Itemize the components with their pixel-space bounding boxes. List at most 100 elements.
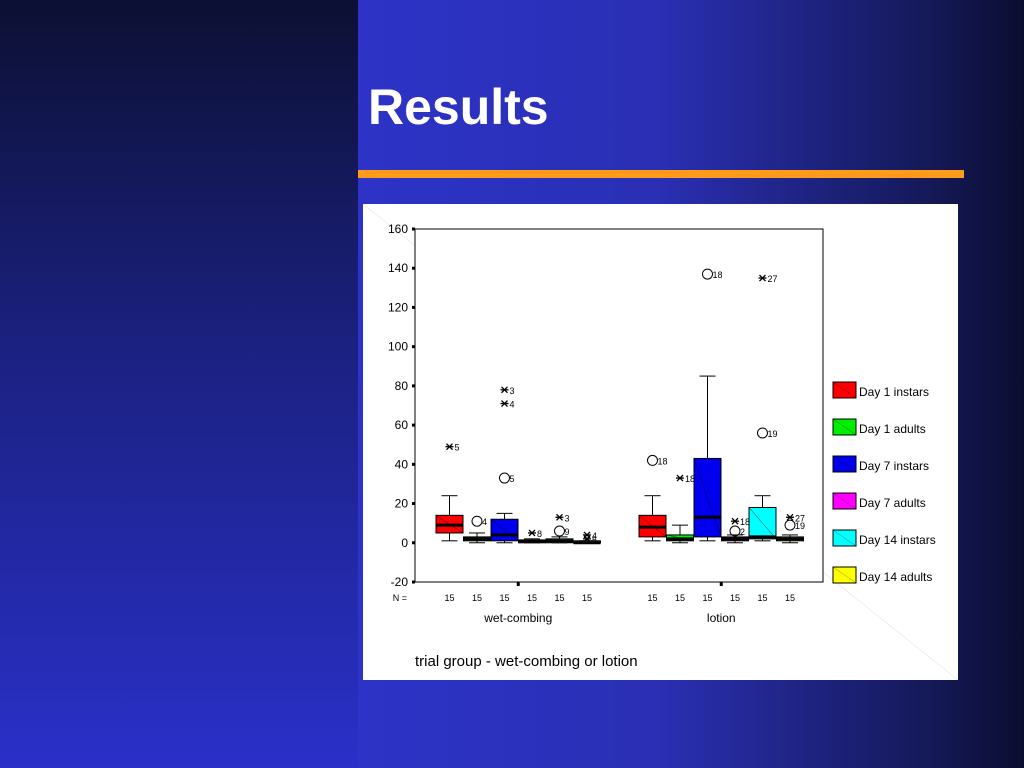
y-tick-mark [412,384,415,388]
legend-label: Day 14 instars [859,533,936,547]
outlier-circle [471,515,483,527]
y-tick-label: 100 [388,340,408,354]
outlier-star [758,274,767,282]
star-stroke [583,535,591,543]
outlier-circle [554,525,565,537]
left-background-panel [0,0,358,768]
box-hatch-line [490,519,519,542]
legend-swatch [832,381,857,399]
box-day-7-instars-wet-combing: 3 4 5 [490,386,519,544]
n-count: 15 [554,593,564,603]
y-tick-label: 60 [395,418,409,432]
outlier-circle [729,525,741,537]
n-count: 15 [472,593,482,603]
legend-label: Day 14 adults [859,570,932,584]
legend-swatch [832,529,857,547]
n-count: 15 [444,593,454,603]
outlier-case-label: 3 [510,386,515,396]
outlier-case-label: 5 [592,535,597,545]
outlier-case-label: 5 [510,474,515,484]
outlier-star [500,400,509,407]
legend-swatch [832,492,857,510]
box-day-14-adults-wet-combing: 45 [573,531,601,545]
y-tick-label: 20 [395,497,409,511]
outlier-star [731,517,739,525]
outlier-star [555,513,564,521]
legend-item-day-1-instars: Day 1 instars [832,381,929,399]
outlier-case-label: 27 [768,274,778,284]
box-day-7-instars-lotion: 18 [693,268,723,542]
legend-swatch-hatch [832,529,857,547]
legend-item-day-1-adults: Day 1 adults [832,418,926,436]
outlier-star [445,443,454,451]
outlier-case-label: 4 [592,531,597,541]
n-prefix-label: N = [393,593,407,603]
y-tick-mark [412,227,415,231]
outlier-case-label: 19 [795,521,805,531]
legend-swatch-hatch [832,455,857,473]
y-axis: -20 0 20 40 60 80 100 120 140 160 [388,222,824,589]
slide-title: Results [368,79,549,135]
y-tick-mark [412,462,415,466]
n-counts-row: N = 15 15 15 15 15 15 15 15 15 15 15 15 [393,593,795,603]
x-axis-title: trial group - wet-combing or lotion [415,653,638,670]
n-count: 15 [757,593,767,603]
star-stroke [786,513,794,521]
box-day-7-adults-wet-combing: 8 [518,529,546,544]
legend-item-day-7-adults: Day 7 adults [832,492,926,510]
legend-swatch [832,455,857,473]
box-day-14-instars-wet-combing: 39 [545,513,574,544]
y-tick-label: -20 [391,575,409,589]
y-tick-mark [412,580,415,584]
outlier-case-label: 2 [740,527,745,537]
outlier-case-label: 18 [740,517,750,527]
outlier-circle [784,519,796,531]
outlier-case-label: 18 [658,456,668,466]
star-stroke [501,386,508,394]
y-tick-label: 140 [388,261,408,275]
box-day-14-instars-lotion: 27 19 [748,274,778,542]
y-tick-mark [412,345,415,349]
category-labels: wet-combing lotion [483,611,735,625]
n-count: 15 [730,593,740,603]
category-label-wet-combing: wet-combing [483,611,552,625]
outlier-circle [499,472,510,484]
outlier-star [786,513,794,521]
star-stroke [528,529,536,537]
n-count: 15 [582,593,592,603]
y-tick-label: 40 [395,457,409,471]
star-stroke [556,513,563,521]
n-count: 15 [675,593,685,603]
outlier-case-label: 4 [510,400,515,410]
y-tick-label: 120 [388,300,408,314]
legend-swatch [832,566,857,584]
box-day-1-instars-wet-combing: 5 [435,443,464,542]
legend: Day 1 instars Day 1 adults Day 7 instars Da… [832,381,936,584]
star-stroke [731,517,739,525]
y-tick-mark [412,423,415,427]
legend-label: Day 1 adults [859,422,926,436]
legend-label: Day 7 adults [859,496,926,510]
outlier-case-label: 3 [565,513,570,523]
outlier-circle [702,268,713,280]
star-stroke [676,474,684,482]
y-tick-mark [412,305,415,309]
y-tick-label: 0 [401,536,408,550]
outlier-case-label: 27 [795,513,805,523]
star-stroke [759,274,766,282]
y-tick-label: 80 [395,379,409,393]
n-count: 15 [499,593,509,603]
legend-item-day-14-adults: Day 14 adults [832,566,932,584]
chart-card: -20 0 20 40 60 80 100 120 140 160 5 4 3 4 5 8 3 9 4 5 18 18 1… [363,204,958,680]
box-day-1-adults-lotion: 18 [666,474,695,544]
outlier-star [583,535,591,543]
y-tick-mark [412,266,415,270]
star-stroke [446,443,453,451]
outlier-case-label: 18 [713,270,723,280]
outlier-case-label: 19 [768,429,778,439]
legend-item-day-14-instars: Day 14 instars [832,529,936,547]
n-count: 15 [647,593,657,603]
